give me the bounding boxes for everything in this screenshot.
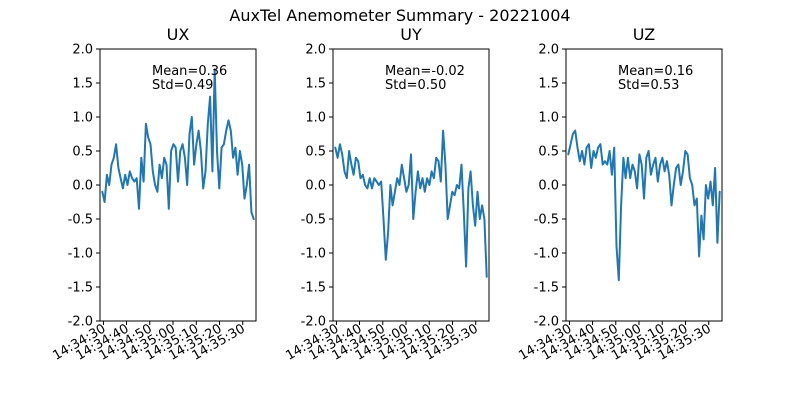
y-tick-label: -2.0 [534, 315, 559, 330]
axes-frame [565, 48, 723, 322]
y-tick-label: -1.0 [534, 247, 559, 262]
y-tick-label: 1.5 [538, 77, 559, 92]
panel-title: UY [400, 25, 422, 44]
panel-title: UX [167, 25, 190, 44]
axes-frame [99, 48, 257, 322]
y-tick-label: -1.0 [68, 247, 93, 262]
y-tick-label: 0.0 [305, 179, 326, 194]
y-tick-label: 0.5 [538, 145, 559, 160]
std-annotation: Std=0.53 [618, 78, 679, 93]
std-annotation: Std=0.50 [385, 78, 446, 93]
y-tick-label: -0.5 [301, 213, 326, 228]
y-tick-label: -0.5 [534, 213, 559, 228]
y-tick-label: -1.5 [534, 281, 559, 296]
y-tick-label: 1.0 [538, 111, 559, 126]
y-tick-label: -0.5 [68, 213, 93, 228]
mean-annotation: Mean=0.36 [152, 64, 227, 79]
panel-uz: UZ-2.0-1.5-1.0-0.50.00.51.01.52.014:34:3… [516, 25, 723, 364]
y-tick-label: 2.0 [305, 43, 326, 58]
series-line-ux [101, 68, 255, 220]
y-tick-label: 0.5 [72, 145, 93, 160]
std-annotation: Std=0.49 [152, 78, 213, 93]
panel-ux: UX-2.0-1.5-1.0-0.50.00.51.01.52.014:34:3… [50, 25, 257, 364]
series-line-uz [567, 129, 721, 282]
axes-frame [332, 48, 490, 322]
y-tick-label: -1.5 [301, 281, 326, 296]
y-tick-label: 0.0 [538, 179, 559, 194]
panel-uy: UY-2.0-1.5-1.0-0.50.00.51.01.52.014:34:3… [283, 25, 490, 364]
figure-suptitle: AuxTel Anemometer Summary - 20221004 [229, 6, 570, 25]
y-tick-label: 0.0 [72, 179, 93, 194]
panel-title: UZ [633, 25, 655, 44]
y-tick-label: 1.0 [72, 111, 93, 126]
mean-annotation: Mean=0.16 [618, 64, 693, 79]
y-tick-label: -1.0 [301, 247, 326, 262]
y-tick-label: 1.5 [305, 77, 326, 92]
y-tick-label: -2.0 [68, 315, 93, 330]
y-tick-label: -2.0 [301, 315, 326, 330]
y-tick-label: -1.5 [68, 281, 93, 296]
mean-annotation: Mean=-0.02 [385, 64, 465, 79]
y-tick-label: 0.5 [305, 145, 326, 160]
y-tick-label: 1.5 [72, 77, 93, 92]
y-tick-label: 2.0 [72, 43, 93, 58]
series-line-uy [334, 129, 488, 278]
y-tick-label: 1.0 [305, 111, 326, 126]
y-tick-label: 2.0 [538, 43, 559, 58]
